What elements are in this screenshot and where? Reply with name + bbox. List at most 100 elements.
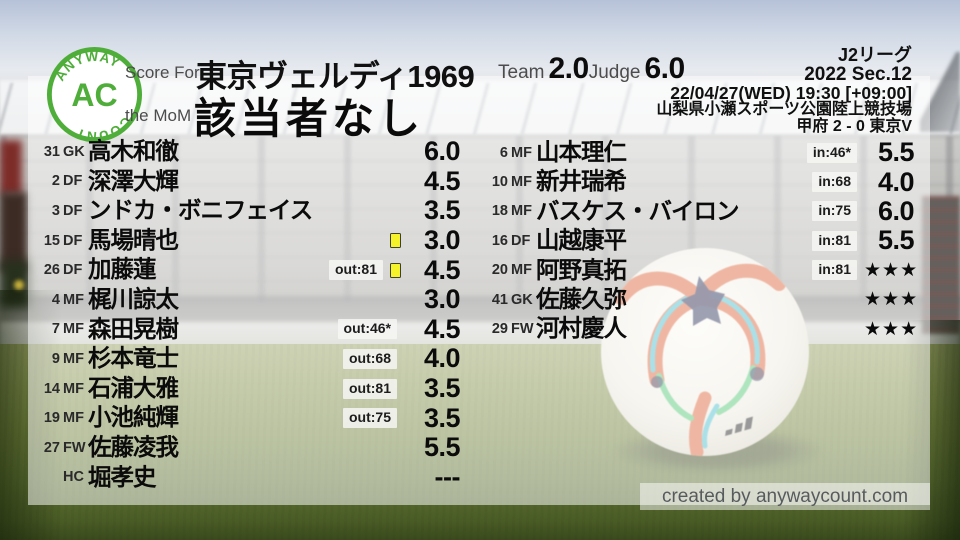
sub-badge: in:75 [812, 201, 857, 222]
sub-badge: in:46* [806, 142, 857, 163]
player-row: 4 MF 梶川諒太 3.0 [28, 284, 461, 315]
player-row: 20 MF 阿野真拓 in:81 ★★★ [478, 256, 919, 285]
player-number: 27 [43, 439, 60, 456]
player-number: 16 [491, 232, 508, 249]
player-number: 9 [51, 350, 60, 367]
player-name: ンドカ・ボニフェイス [88, 197, 313, 224]
player-score: 4.0 [877, 166, 915, 197]
player-score: 3.0 [423, 284, 461, 315]
player-number: 18 [491, 203, 508, 220]
player-row: 6 MF 山本理仁 in:46* 5.5 [478, 137, 915, 168]
player-position: DF [63, 173, 83, 190]
player-name: 高木和徹 [88, 138, 179, 165]
player-position: DF [63, 262, 83, 279]
player-score: 4.5 [423, 313, 461, 344]
player-row: 27 FW 佐藤凌我 5.5 [28, 432, 461, 463]
yellow-card-icon [390, 262, 401, 278]
league-name: J2リーグ [837, 45, 912, 65]
player-number: 29 [491, 321, 508, 338]
mom-value: 該当者なし [194, 95, 425, 142]
sub-badge: out:46* [337, 319, 397, 340]
player-row: 15 DF 馬場晴也 3.0 [28, 225, 461, 256]
player-row: 19 MF 小池純輝 out:75 3.5 [28, 402, 461, 433]
credit-strip: created by anywaycount.com [640, 483, 930, 510]
left-structure-dark [0, 192, 27, 272]
player-position: GK [511, 291, 533, 308]
player-name: 阿野真拓 [536, 256, 627, 283]
score-for-label: Score For [125, 63, 200, 82]
player-position: MF [63, 350, 84, 367]
player-name: 河村慶人 [536, 315, 627, 342]
player-number: 31 [43, 143, 60, 160]
team-judge-scores: Team 2.0 Judge 6.0 [498, 52, 685, 86]
player-score: 3.0 [423, 225, 461, 256]
sub-badge: out:81 [343, 378, 397, 399]
player-name: 堀孝史 [88, 463, 157, 490]
player-score: --- [434, 461, 461, 492]
match-datetime: 22/04/27(WED) 19:30 [+09:00] [670, 83, 912, 103]
player-score: 6.0 [423, 136, 461, 167]
player-name: 加藤蓮 [88, 256, 157, 283]
player-score: 5.5 [877, 137, 915, 168]
player-position: MF [511, 144, 532, 161]
yellow-card-icon [390, 233, 401, 249]
player-name: 梶川諒太 [88, 286, 179, 313]
player-row: 18 MF バスケス・バイロン in:75 6.0 [478, 195, 915, 226]
player-position: HC [63, 469, 84, 486]
player-score-stars: ★★★ [864, 318, 919, 340]
judge-score-value: 6.0 [644, 52, 685, 85]
player-name: 山越康平 [536, 227, 627, 254]
player-score: 3.5 [423, 402, 461, 433]
team-score-value: 2.0 [548, 52, 589, 85]
player-position: MF [511, 203, 532, 220]
player-row: 29 FW 河村慶人 ★★★ [478, 314, 919, 343]
sub-badge: out:68 [343, 348, 397, 369]
player-score: 6.0 [877, 195, 915, 226]
sub-badge: in:81 [812, 230, 857, 251]
judge-score-label: Judge [588, 62, 641, 83]
player-row: 3 DF ンドカ・ボニフェイス 3.5 [28, 195, 461, 226]
team-score-label: Team [498, 62, 545, 83]
player-name: 山本理仁 [536, 138, 627, 165]
player-number: 19 [43, 410, 60, 427]
player-position: MF [511, 174, 532, 191]
player-score-stars: ★★★ [864, 289, 919, 311]
player-score: 3.5 [423, 373, 461, 404]
starters-roster: 31 GK 高木和徹 6.0 2 DF 深澤大輝 4.5 3 DF ンドカ・ボニフェイス 3.5 15 D… [28, 136, 461, 493]
player-name: バスケス・バイロン [536, 197, 740, 224]
white-wash-overlay [28, 76, 930, 505]
player-number: 6 [499, 144, 508, 161]
player-position: FW [511, 321, 534, 338]
player-number: 41 [491, 291, 508, 308]
credit-text: created by anywaycount.com [661, 486, 909, 507]
player-score: 5.5 [423, 432, 461, 463]
player-score-stars: ★★★ [864, 259, 919, 281]
player-row: 9 MF 杉本竜士 out:68 4.0 [28, 343, 461, 374]
mom-label: the MoM [125, 106, 192, 125]
player-score: 4.5 [423, 165, 461, 196]
player-score: 3.5 [423, 195, 461, 226]
player-row: 16 DF 山越康平 in:81 5.5 [478, 226, 915, 255]
player-position: FW [63, 439, 86, 456]
player-score: 4.5 [423, 254, 461, 285]
player-row: 10 MF 新井瑞希 in:68 4.0 [478, 166, 915, 197]
player-number: 7 [51, 321, 60, 338]
player-name: 深澤大輝 [88, 167, 179, 194]
player-row: 7 MF 森田晃樹 out:46* 4.5 [28, 313, 461, 345]
player-name: 森田晃樹 [88, 315, 179, 342]
player-number: 26 [43, 262, 60, 279]
logo-center-text: AC [71, 77, 117, 113]
player-position: MF [63, 380, 84, 397]
player-name: 石浦大雅 [88, 374, 179, 401]
player-position: MF [63, 410, 84, 427]
player-name: 佐藤久弥 [536, 285, 627, 312]
player-position: GK [63, 143, 85, 160]
player-position: MF [63, 321, 84, 338]
player-row: 41 GK 佐藤久弥 ★★★ [478, 285, 919, 314]
season-section: 2022 Sec.12 [804, 64, 912, 85]
player-number: 10 [491, 174, 508, 191]
player-row: HC 堀孝史 --- [28, 461, 461, 493]
player-number: 3 [51, 202, 60, 219]
player-score: 4.0 [423, 343, 461, 374]
player-name: 小池純輝 [88, 404, 179, 431]
